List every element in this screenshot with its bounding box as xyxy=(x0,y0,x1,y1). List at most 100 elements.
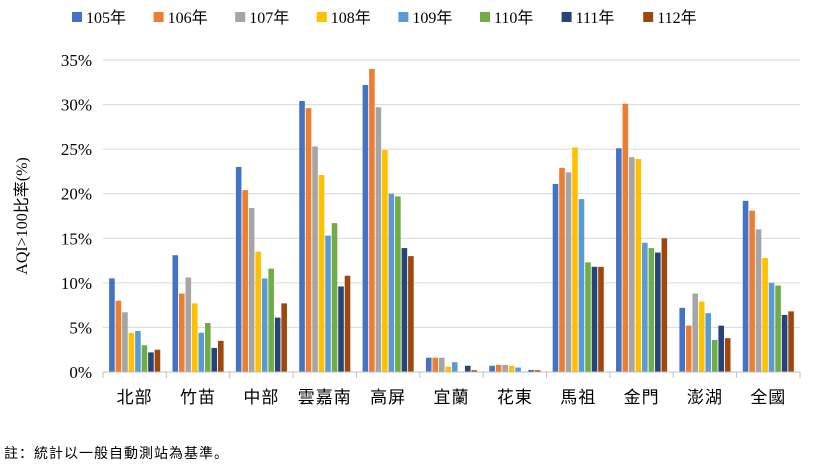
bar xyxy=(464,365,471,372)
y-tick-label: 10% xyxy=(61,274,92,293)
legend-label: 108年 xyxy=(331,9,371,27)
bar-group xyxy=(552,147,604,372)
legend-swatch xyxy=(643,12,654,22)
bar xyxy=(305,108,312,372)
bar-group xyxy=(489,364,541,372)
bar-groups xyxy=(109,68,794,373)
category-label: 高屏 xyxy=(370,388,406,407)
bar xyxy=(425,357,432,372)
bar xyxy=(528,370,534,372)
bar xyxy=(299,101,305,373)
bar xyxy=(724,338,731,372)
bar-group xyxy=(172,255,224,372)
bar xyxy=(178,293,185,372)
bar xyxy=(629,157,635,372)
y-tick-label: 20% xyxy=(61,185,92,204)
category-label: 竹苗 xyxy=(180,388,216,407)
bar xyxy=(655,252,661,372)
footnote: 註：統計以一般自動測站為基準。 xyxy=(4,445,229,462)
bar xyxy=(711,339,718,372)
bar xyxy=(248,207,255,372)
y-tick-label: 25% xyxy=(61,140,92,159)
bar xyxy=(141,345,148,372)
bar xyxy=(128,332,135,372)
bar xyxy=(281,303,287,372)
bar xyxy=(432,357,439,372)
bar xyxy=(572,147,578,372)
bar xyxy=(502,364,508,372)
bar xyxy=(344,275,351,372)
category-label: 澎湖 xyxy=(687,388,723,407)
gridlines xyxy=(103,59,800,328)
bar xyxy=(755,229,762,372)
bar xyxy=(591,266,598,372)
bar xyxy=(559,167,565,372)
bar xyxy=(172,255,179,372)
legend: 105年 106年 107年 108年 109年 110年 111年 112年 xyxy=(72,9,697,27)
bar xyxy=(401,248,408,372)
bar xyxy=(395,196,401,372)
legend-label: 109年 xyxy=(412,9,452,27)
bar xyxy=(552,183,559,372)
legend-label: 110年 xyxy=(494,9,533,27)
bar-group xyxy=(109,278,161,372)
bar xyxy=(154,349,161,372)
bar xyxy=(375,107,382,372)
bar xyxy=(191,303,198,372)
bar xyxy=(438,357,445,372)
legend-swatch xyxy=(235,12,246,22)
y-tick-label: 30% xyxy=(61,96,92,115)
bar xyxy=(235,166,242,372)
bar xyxy=(692,293,699,372)
bar xyxy=(495,364,502,372)
y-axis-tick-labels: 0% 5% 10% 15% 20% 25% 30% 35% xyxy=(61,51,92,382)
bar xyxy=(217,340,224,372)
bar xyxy=(768,282,775,372)
category-label: 中部 xyxy=(243,388,279,407)
bar xyxy=(198,332,205,372)
category-label: 馬祖 xyxy=(560,388,596,407)
legend-label: 107年 xyxy=(249,9,289,27)
category-label: 金門 xyxy=(624,388,660,407)
y-tick-label: 0% xyxy=(69,363,92,382)
bar xyxy=(598,266,604,372)
bar xyxy=(109,278,115,372)
legend-label: 111年 xyxy=(576,9,615,27)
bar xyxy=(622,103,629,373)
bar-group xyxy=(616,103,668,373)
bar xyxy=(325,235,331,372)
bar xyxy=(451,362,458,372)
category-label: 宜蘭 xyxy=(434,388,470,407)
bar xyxy=(318,174,325,372)
bar xyxy=(508,365,515,372)
category-label: 花東 xyxy=(497,388,533,407)
legend-item: 106年 xyxy=(153,9,208,27)
bar xyxy=(515,367,521,372)
bar-group xyxy=(235,166,287,372)
bar xyxy=(534,370,541,372)
bar xyxy=(648,248,655,372)
bar xyxy=(135,330,141,372)
y-axis-label: AQI>100比率(%) xyxy=(13,157,31,274)
category-label: 全國 xyxy=(750,388,786,407)
bar xyxy=(775,285,781,372)
bar xyxy=(749,210,755,372)
bar xyxy=(185,277,192,372)
legend-label: 106年 xyxy=(168,9,208,27)
bar xyxy=(148,352,154,372)
bar xyxy=(388,193,395,372)
bar xyxy=(718,325,725,372)
bar xyxy=(705,313,712,372)
bar xyxy=(578,199,585,372)
bar xyxy=(268,268,274,372)
bar xyxy=(679,307,686,372)
bar-group xyxy=(362,68,414,373)
category-label: 雲嘉南 xyxy=(298,388,352,407)
bar xyxy=(642,242,648,372)
bar xyxy=(445,366,452,372)
category-label: 北部 xyxy=(117,388,153,407)
bar xyxy=(122,312,128,372)
bar xyxy=(255,251,261,372)
bar-group xyxy=(299,101,351,373)
y-tick-label: 35% xyxy=(61,51,92,70)
